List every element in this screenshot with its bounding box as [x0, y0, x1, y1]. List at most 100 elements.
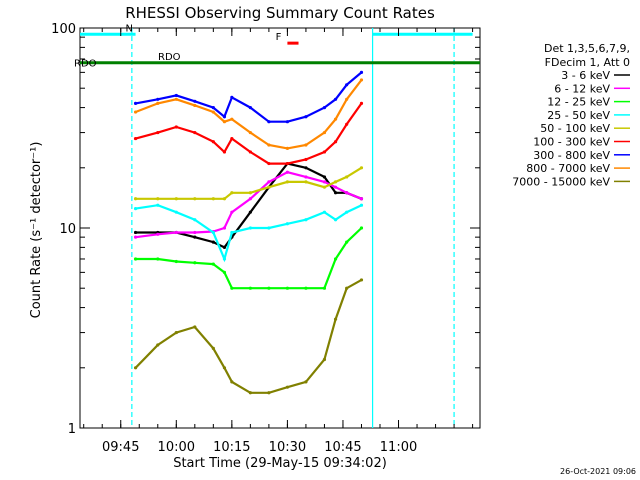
legend: Det 1,3,5,6,7,9, FDecim 1, Att 0 3 - 6 k…	[512, 42, 630, 188]
x-tick-label: 10:15	[213, 440, 250, 455]
data-point	[230, 136, 234, 141]
data-point	[133, 366, 138, 370]
data-point	[211, 230, 215, 235]
data-point	[267, 143, 271, 147]
data-point	[248, 286, 252, 290]
data-point	[322, 210, 327, 214]
data-point	[133, 235, 138, 239]
data-point	[222, 115, 227, 119]
annotation-label: F	[276, 32, 282, 43]
annotation-group: N F RDO RDO	[74, 23, 480, 70]
legend-entry-label: 6 - 12 keV	[554, 82, 610, 95]
data-point	[156, 97, 160, 101]
data-point	[211, 105, 215, 110]
data-point	[248, 130, 252, 135]
data-point	[133, 230, 138, 235]
data-point	[248, 210, 252, 214]
data-point	[359, 166, 364, 170]
series-line	[135, 227, 363, 290]
x-tick-label: 09:45	[102, 440, 139, 455]
data-point	[211, 262, 215, 266]
data-point	[333, 218, 338, 222]
y-tick-label: 10	[59, 222, 76, 237]
legend-header-line2: FDecim 1, Att 0	[545, 56, 630, 69]
data-point	[304, 115, 308, 119]
data-point	[248, 391, 252, 395]
data-point	[248, 191, 252, 195]
x-axis: 09:45 10:00 10:15 10:30 10:45 11:00	[83, 28, 474, 455]
data-point	[322, 150, 327, 154]
data-point	[193, 230, 197, 235]
data-point	[174, 330, 178, 335]
data-point	[193, 261, 197, 265]
series-line	[135, 71, 363, 123]
data-point	[156, 197, 160, 201]
legend-header-line1: Det 1,3,5,6,7,9,	[544, 42, 630, 55]
data-point	[193, 103, 197, 108]
data-point	[211, 197, 215, 201]
data-point	[304, 175, 308, 179]
data-point	[322, 105, 327, 110]
series-group	[133, 70, 364, 395]
data-point	[230, 117, 234, 121]
data-point	[193, 325, 197, 329]
data-point	[156, 130, 160, 135]
data-point	[333, 117, 338, 121]
data-point	[230, 210, 234, 214]
data-point	[359, 203, 364, 207]
data-point	[304, 157, 308, 162]
data-point	[333, 97, 338, 101]
legend-entry-label: 50 - 100 keV	[540, 122, 610, 135]
data-point	[345, 286, 349, 290]
data-point	[322, 130, 327, 135]
data-point	[211, 346, 215, 351]
data-point	[267, 226, 271, 230]
data-point	[193, 197, 197, 201]
data-point	[174, 197, 178, 201]
footer-date: 26-Oct-2021 09:06	[560, 467, 636, 476]
data-point	[230, 286, 234, 290]
data-point	[230, 230, 234, 235]
data-point	[267, 391, 271, 395]
annotation-label: RDO	[158, 52, 181, 63]
data-point	[133, 110, 138, 114]
legend-entry-label: 100 - 300 keV	[533, 136, 610, 149]
data-point	[248, 226, 252, 230]
data-point	[156, 343, 160, 347]
data-point	[285, 180, 290, 184]
data-point	[333, 317, 338, 321]
legend-entry-label: 12 - 25 keV	[547, 96, 610, 109]
data-point	[211, 110, 215, 114]
data-point	[174, 230, 178, 235]
data-point	[267, 185, 271, 189]
legend-entry-label: 300 - 800 keV	[533, 149, 610, 162]
y-axis: 1 10 100	[51, 22, 480, 437]
data-point	[304, 380, 308, 384]
data-point	[322, 286, 327, 290]
series-line	[134, 278, 363, 394]
vertical-markers	[131, 28, 455, 428]
data-point	[211, 240, 215, 244]
data-point	[222, 257, 227, 261]
data-point	[285, 385, 290, 389]
data-point	[133, 207, 138, 211]
data-point	[285, 286, 290, 290]
data-point	[359, 226, 364, 230]
data-point	[222, 270, 227, 274]
annotation-label: N	[126, 23, 133, 34]
data-point	[174, 93, 178, 98]
data-point	[322, 357, 327, 362]
data-point	[174, 97, 178, 101]
x-tick-label: 10:00	[158, 440, 195, 455]
data-point	[222, 197, 227, 201]
plot-frame	[79, 27, 481, 429]
data-point	[222, 226, 227, 230]
data-point	[322, 175, 327, 179]
data-point	[222, 366, 227, 370]
data-point	[333, 191, 338, 195]
data-point	[304, 180, 308, 184]
data-point	[193, 99, 197, 103]
data-point	[156, 232, 160, 236]
data-point	[267, 180, 271, 184]
data-point	[285, 120, 290, 124]
